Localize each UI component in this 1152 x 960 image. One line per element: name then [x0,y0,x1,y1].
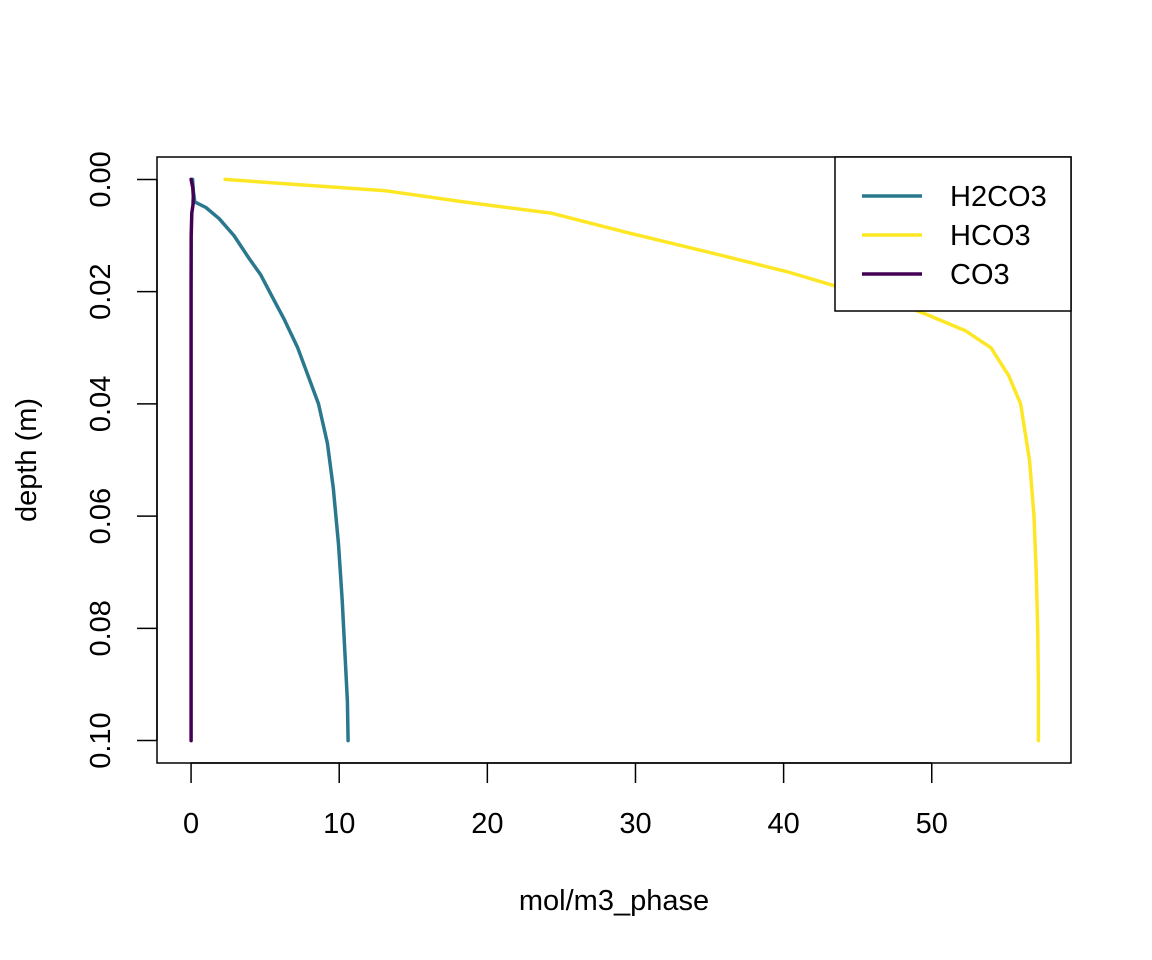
axes: 0 10 20 30 40 50 0.00 0.02 0.04 0.06 0.08 0.10 [85,151,1072,840]
legend: H2CO3 HCO3 CO3 [834,156,1072,312]
x-tick-label: 50 [916,808,948,840]
series-line-h2co3 [190,177,350,743]
y-tick-label: 0.06 [85,488,117,544]
y-tick-label: 0.10 [85,712,117,768]
y-axis-label: depth (m) [11,398,43,522]
series-line-hco3 [223,177,1041,743]
y-tick-label: 0.04 [85,376,117,432]
x-tick-label: 40 [767,808,799,840]
y-tick-label: 0.02 [85,263,117,319]
legend-label-hco3: HCO3 [950,220,1031,252]
x-axis-label: mol/m3_phase [519,885,709,917]
x-tick-label: 10 [323,808,355,840]
x-tick-label: 30 [619,808,651,840]
legend-label-h2co3: H2CO3 [950,181,1047,213]
series-lines [189,177,1041,743]
y-tick-label: 0.08 [85,600,117,656]
series-line-co3 [189,177,196,743]
legend-label-co3: CO3 [950,259,1010,291]
x-tick-label: 0 [183,808,199,840]
x-tick-label: 20 [471,808,503,840]
y-tick-label: 0.00 [85,151,117,207]
